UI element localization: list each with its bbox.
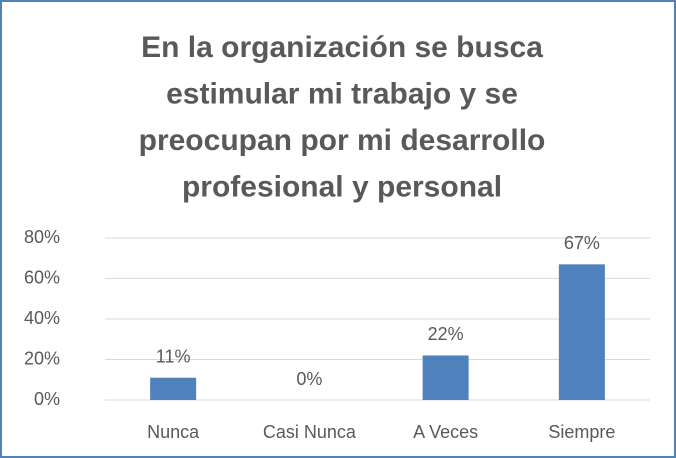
x-tick-label: A Veces: [413, 422, 478, 442]
chart-title: preocupan por mi desarrollo: [139, 124, 546, 157]
chart-title: En la organización se busca: [141, 31, 543, 64]
bar: [558, 264, 605, 400]
bar: [150, 377, 197, 400]
x-tick-label: Casi Nunca: [263, 422, 357, 442]
y-tick-label: 80%: [24, 227, 60, 247]
y-tick-label: 60%: [24, 267, 60, 287]
x-tick-label: Siempre: [548, 422, 615, 442]
y-tick-label: 40%: [24, 308, 60, 328]
data-label: 0%: [296, 369, 322, 389]
chart-title: estimular mi trabajo y se: [166, 77, 518, 110]
y-tick-label: 20%: [24, 348, 60, 368]
y-tick-label: 0%: [34, 389, 60, 409]
data-label: 11%: [156, 346, 191, 366]
data-label: 67%: [564, 233, 600, 253]
x-tick-label: Nunca: [147, 422, 200, 442]
data-label: 22%: [428, 324, 464, 344]
chart-title: profesional y personal: [182, 170, 502, 203]
bar: [422, 355, 469, 400]
